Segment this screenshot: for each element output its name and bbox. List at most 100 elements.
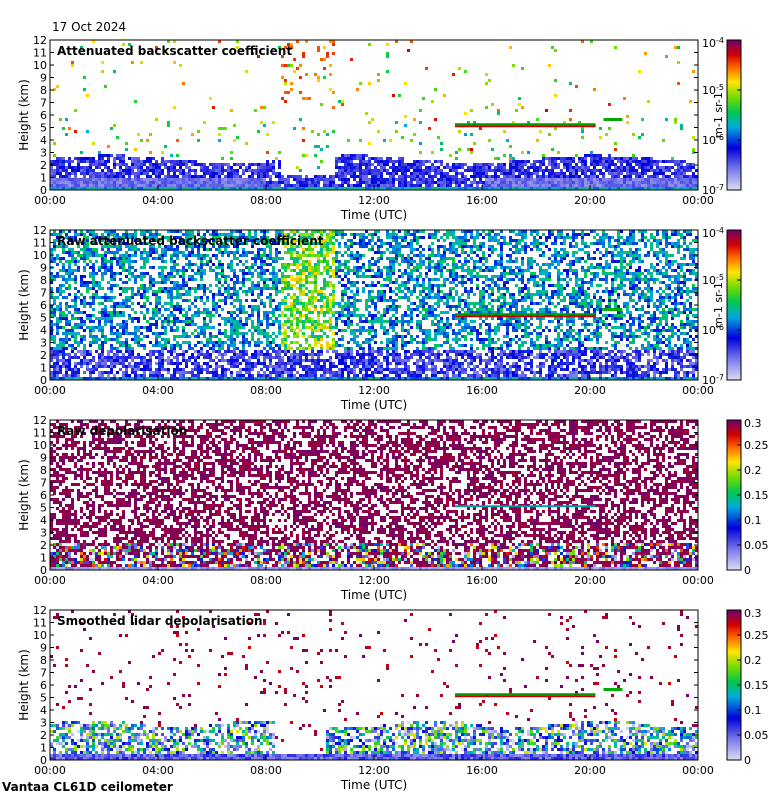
x-tick-label: 04:00 — [142, 764, 174, 777]
y-axis-label: Height (km) — [17, 79, 31, 150]
cloud-layer-core — [455, 125, 596, 128]
heatmap-cells — [50, 610, 698, 760]
x-tick-label: 12:00 — [358, 384, 390, 397]
colorbar-tick-label: 10-4 — [702, 226, 724, 240]
cloud-layer-core — [455, 315, 596, 318]
x-tick-label: 12:00 — [358, 764, 390, 777]
x-tick-label: 12:00 — [358, 574, 390, 587]
cloud-layer-small — [603, 308, 623, 311]
y-tick-label: 4 — [40, 704, 47, 717]
x-tick-label: 00:00 — [34, 194, 66, 207]
x-tick-label: 00:00 — [34, 384, 66, 397]
y-tick-label: 0 — [40, 184, 47, 197]
y-tick-label: 4 — [40, 134, 47, 147]
colorbar-tick-label: 0.15 — [744, 489, 769, 502]
y-tick-label: 6 — [40, 679, 47, 692]
cloud-layer-upper — [455, 313, 596, 316]
heatmap-cells — [50, 230, 698, 380]
panel-title: Raw attenuated backscatter coefficient — [57, 234, 324, 248]
y-tick-label: 10 — [33, 249, 47, 262]
y-tick-label: 10 — [33, 629, 47, 642]
colorbar-tick-label: 0 — [744, 754, 751, 767]
colorbar-tick-label: 0.25 — [744, 439, 769, 452]
cloud-layer — [455, 505, 596, 508]
colorbar-tick-label: 10-5 — [702, 83, 724, 97]
y-tick-label: 11 — [33, 427, 47, 440]
y-tick-label: 0 — [40, 374, 47, 387]
y-tick-label: 11 — [33, 47, 47, 60]
colorbar-tick-label: 10-5 — [702, 273, 724, 287]
x-tick-label: 04:00 — [142, 574, 174, 587]
colorbar-tick-label: 0.2 — [744, 654, 762, 667]
x-tick-label: 00:00 — [682, 574, 714, 587]
colorbar-tick-label: 10-6 — [702, 323, 724, 337]
colorbar-tick-label: 0.2 — [744, 464, 762, 477]
y-tick-label: 4 — [40, 514, 47, 527]
colorbar-tick-label: 0.1 — [744, 704, 762, 717]
colorbar-tick-label: 0.25 — [744, 629, 769, 642]
y-tick-label: 9 — [40, 452, 47, 465]
y-tick-label: 2 — [40, 349, 47, 362]
cloud-layer-upper — [455, 693, 596, 696]
y-tick-label: 11 — [33, 237, 47, 250]
x-tick-label: 00:00 — [682, 384, 714, 397]
x-tick-label: 00:00 — [682, 764, 714, 777]
y-tick-label: 1 — [40, 172, 47, 185]
y-tick-label: 0 — [40, 754, 47, 767]
y-tick-label: 4 — [40, 324, 47, 337]
y-tick-label: 6 — [40, 299, 47, 312]
cloud-layer-small — [603, 118, 623, 121]
x-tick-label: 20:00 — [574, 384, 606, 397]
x-tick-label: 08:00 — [250, 384, 282, 397]
cloud-layer-upper — [455, 123, 596, 126]
y-tick-label: 3 — [40, 527, 47, 540]
y-tick-label: 1 — [40, 742, 47, 755]
y-tick-label: 3 — [40, 717, 47, 730]
x-tick-label: 12:00 — [358, 194, 390, 207]
colorbar — [726, 39, 742, 191]
colorbar-tick-label: 0.05 — [744, 729, 769, 742]
x-axis-label: Time (UTC) — [340, 778, 407, 792]
x-tick-label: 16:00 — [466, 384, 498, 397]
colorbar-tick-label: 0.05 — [744, 539, 769, 552]
x-tick-label: 08:00 — [250, 574, 282, 587]
panel-title: Smoothed lidar depolarisation — [57, 614, 263, 628]
x-tick-label: 04:00 — [142, 384, 174, 397]
y-tick-label: 8 — [40, 84, 47, 97]
x-tick-label: 16:00 — [466, 764, 498, 777]
y-tick-label: 7 — [40, 287, 47, 300]
x-tick-label: 08:00 — [250, 764, 282, 777]
y-tick-label: 12 — [33, 224, 47, 237]
y-axis-label: Height (km) — [17, 649, 31, 720]
colorbar-tick-label: 10-7 — [702, 183, 724, 197]
y-tick-label: 6 — [40, 489, 47, 502]
x-tick-label: 20:00 — [574, 194, 606, 207]
x-tick-label: 00:00 — [34, 574, 66, 587]
x-axis-label: Time (UTC) — [340, 398, 407, 412]
x-tick-label: 20:00 — [574, 764, 606, 777]
y-tick-label: 9 — [40, 262, 47, 275]
y-tick-label: 5 — [40, 692, 47, 705]
x-tick-label: 00:00 — [34, 764, 66, 777]
x-tick-label: 04:00 — [142, 194, 174, 207]
x-tick-label: 00:00 — [682, 194, 714, 207]
colorbar-tick-label: 0.15 — [744, 679, 769, 692]
y-tick-label: 1 — [40, 552, 47, 565]
x-tick-label: 16:00 — [466, 194, 498, 207]
cloud-layer-small — [603, 688, 623, 691]
y-tick-label: 5 — [40, 312, 47, 325]
x-axis-label: Time (UTC) — [340, 588, 407, 602]
heatmap-cells — [50, 420, 698, 570]
colorbar-tick-label: 0 — [744, 564, 751, 577]
colorbar-label: m-1 sr-1 — [712, 92, 725, 138]
y-tick-label: 7 — [40, 97, 47, 110]
colorbar-tick-label: 0.3 — [744, 607, 762, 620]
y-tick-label: 10 — [33, 59, 47, 72]
colorbar-label: m-1 sr-1 — [712, 282, 725, 328]
x-tick-label: 08:00 — [250, 194, 282, 207]
date-label: 17 Oct 2024 — [52, 20, 127, 34]
